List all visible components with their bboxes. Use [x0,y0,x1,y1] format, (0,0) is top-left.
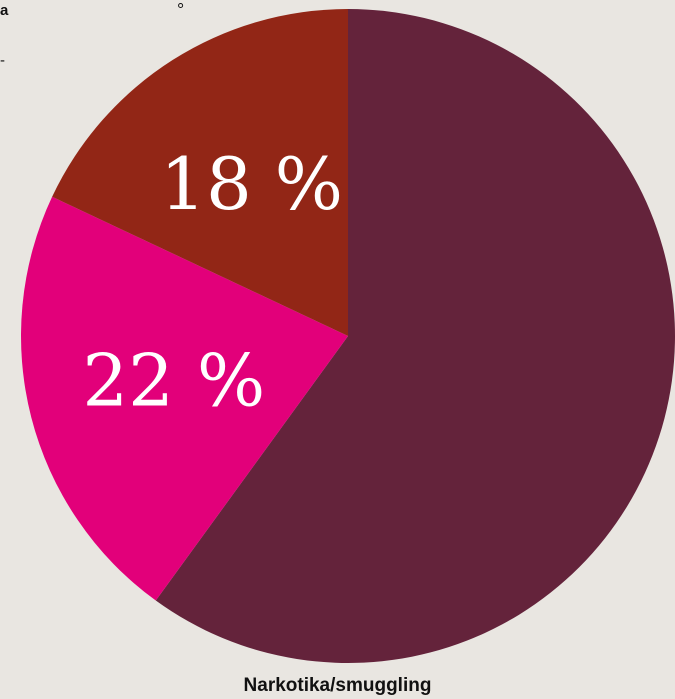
category-label: Narkotika/smuggling [243,675,432,696]
pie-slice-3 [52,9,349,336]
slice-value-label-2: 22 % [82,339,265,423]
pie-slice-2 [20,196,349,601]
slice-value-label-3: 18 % [160,142,343,226]
cropped-text-fragment: a [0,2,9,19]
pie-slice-1 [155,9,675,663]
cropped-text-fragment: - [0,52,5,69]
cropped-text-fragment: ° [177,0,185,20]
